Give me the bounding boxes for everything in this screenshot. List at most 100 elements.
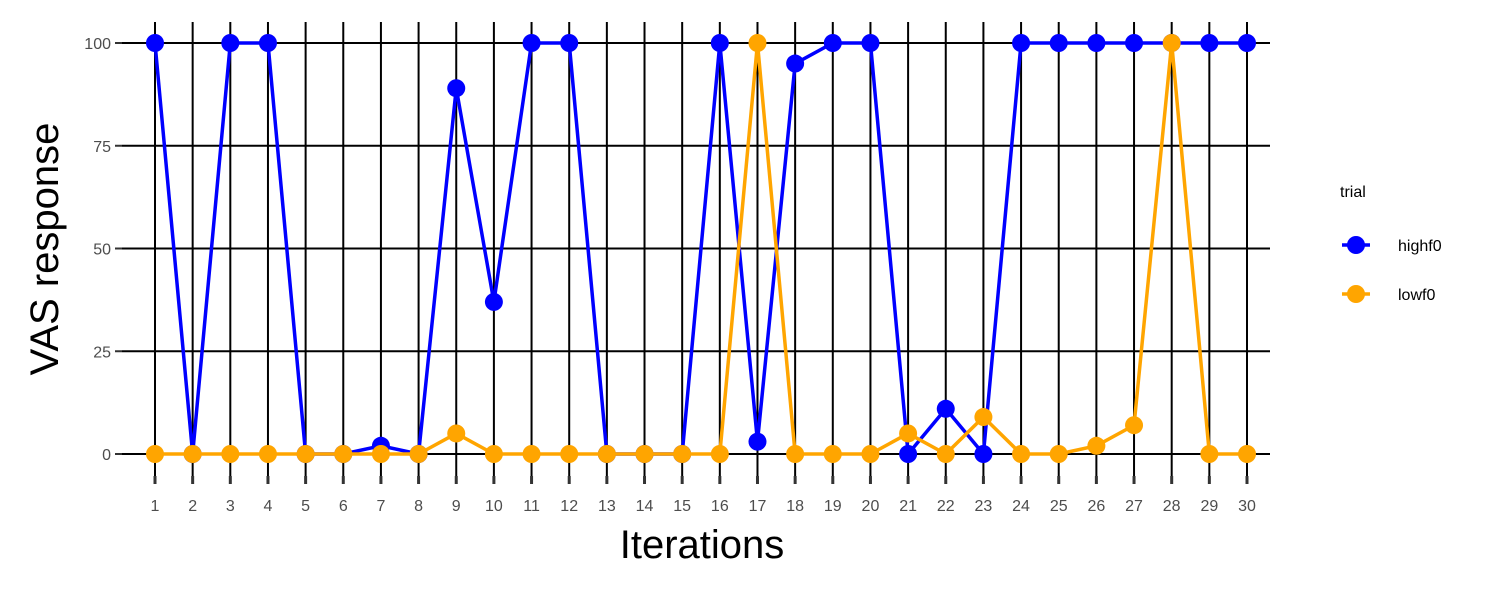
data-point — [1049, 445, 1068, 463]
data-point — [597, 445, 616, 463]
x-tick-label: 12 — [560, 498, 578, 515]
y-tick-labels: 0 25 50 75 100 — [84, 36, 111, 464]
data-point — [1200, 34, 1219, 52]
x-tick-label: 30 — [1238, 498, 1256, 515]
x-tick-label: 22 — [937, 498, 955, 515]
data-point — [409, 445, 428, 463]
x-tick-labels: 1 2 3 4 5 6 7 8 9 10 11 12 13 14 15 16 17 18 19 20 21 22 23 24 2… — [151, 498, 1256, 515]
data-point — [974, 408, 993, 427]
x-tick-label: 1 — [151, 498, 160, 515]
data-point — [296, 445, 315, 463]
y-tick-label: 50 — [93, 242, 111, 259]
data-point — [861, 445, 880, 463]
data-point — [823, 34, 842, 52]
x-tick-label: 17 — [749, 498, 767, 515]
y-tick-label: 100 — [84, 36, 111, 53]
legend-item: highf0 — [1342, 236, 1442, 255]
data-point — [522, 34, 541, 52]
x-tick-label: 13 — [598, 498, 616, 515]
data-point — [183, 445, 202, 463]
data-point — [1087, 34, 1106, 52]
legend-label: lowf0 — [1398, 287, 1435, 304]
data-point — [635, 445, 654, 463]
data-point — [1087, 436, 1106, 455]
data-point — [899, 445, 918, 463]
x-tick-label: 16 — [711, 498, 729, 515]
legend-key-point — [1347, 236, 1365, 254]
x-tick-label: 25 — [1050, 498, 1068, 515]
axis-ticks — [115, 42, 1249, 484]
data-point — [786, 445, 805, 463]
data-point — [371, 445, 390, 463]
data-point — [1049, 34, 1068, 52]
x-tick-label: 3 — [226, 498, 235, 515]
x-tick-label: 9 — [452, 498, 461, 515]
data-point — [221, 34, 240, 52]
x-tick-label: 19 — [824, 498, 842, 515]
x-tick-label: 21 — [899, 498, 917, 515]
x-tick-label: 28 — [1163, 498, 1181, 515]
data-point — [936, 445, 955, 463]
data-point — [560, 445, 579, 463]
x-tick-label: 7 — [376, 498, 385, 515]
data-point — [823, 445, 842, 463]
data-point — [258, 445, 277, 463]
data-point — [146, 34, 164, 52]
y-axis-title: VAS response — [23, 123, 67, 376]
x-tick-label: 2 — [188, 498, 197, 515]
data-point — [1125, 416, 1144, 435]
data-point — [710, 445, 729, 463]
data-point — [1162, 34, 1181, 52]
x-tick-label: 20 — [862, 498, 880, 515]
legend-title: trial — [1340, 184, 1366, 201]
data-point — [334, 445, 353, 463]
grid-lines — [122, 22, 1270, 476]
data-point — [936, 399, 955, 418]
x-tick-label: 26 — [1087, 498, 1105, 515]
data-point — [484, 292, 503, 311]
data-point — [146, 445, 164, 463]
data-point — [1012, 445, 1031, 463]
data-point — [258, 34, 277, 52]
x-tick-label: 11 — [523, 498, 540, 515]
data-point — [748, 432, 767, 451]
data-point — [560, 34, 579, 52]
data-point — [710, 34, 729, 52]
x-tick-label: 18 — [786, 498, 804, 515]
data-point — [1238, 34, 1256, 52]
data-point — [974, 445, 993, 463]
legend-label: highf0 — [1398, 238, 1442, 255]
data-point — [221, 445, 240, 463]
x-tick-label: 27 — [1125, 498, 1143, 515]
x-tick-label: 8 — [414, 498, 423, 515]
x-tick-label: 10 — [485, 498, 503, 515]
data-point — [861, 34, 880, 52]
data-point — [1238, 445, 1256, 463]
data-point — [447, 424, 466, 443]
legend-item: lowf0 — [1342, 285, 1435, 304]
x-tick-label: 6 — [339, 498, 348, 515]
series-lowf0 — [146, 34, 1256, 463]
data-point — [748, 34, 767, 52]
data-point — [1125, 34, 1144, 52]
x-tick-label: 23 — [975, 498, 993, 515]
data-point — [899, 424, 918, 443]
legend-key-point — [1347, 285, 1365, 303]
x-tick-label: 29 — [1200, 498, 1218, 515]
data-point — [786, 54, 805, 73]
y-tick-label: 0 — [102, 447, 111, 464]
y-tick-label: 25 — [93, 344, 111, 361]
y-tick-label: 75 — [93, 139, 111, 156]
data-point — [1012, 34, 1031, 52]
data-point — [447, 79, 466, 98]
x-tick-label: 5 — [301, 498, 310, 515]
series-layer — [146, 34, 1256, 463]
data-point — [522, 445, 541, 463]
x-tick-label: 14 — [636, 498, 654, 515]
x-tick-label: 24 — [1012, 498, 1030, 515]
data-point — [484, 445, 503, 463]
legend: trial highf0 lowf0 — [1340, 184, 1442, 304]
data-point — [673, 445, 692, 463]
x-axis-title: Iterations — [620, 523, 785, 567]
